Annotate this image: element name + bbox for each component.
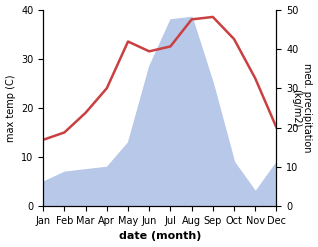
Y-axis label: max temp (C): max temp (C) [5,74,16,142]
Y-axis label: med. precipitation
(kg/m2): med. precipitation (kg/m2) [291,63,313,153]
X-axis label: date (month): date (month) [119,231,201,242]
